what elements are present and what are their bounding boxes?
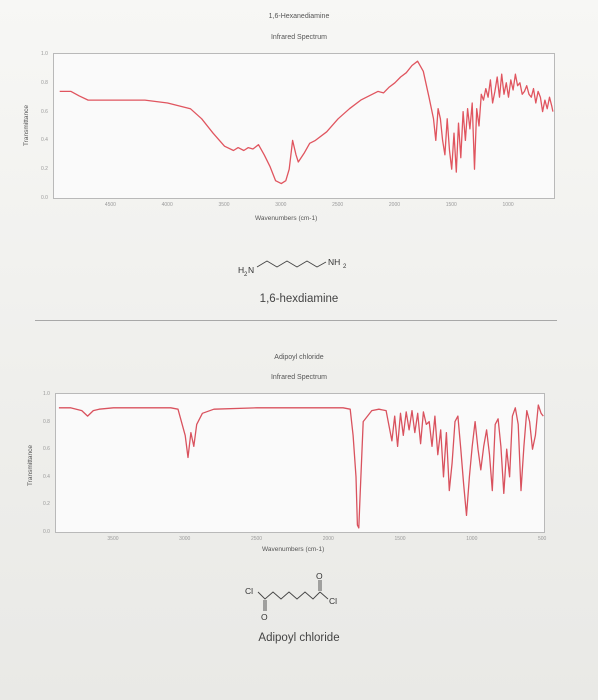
struct-h-label: H bbox=[238, 265, 244, 275]
struct-nh2-subscript: 2 bbox=[343, 264, 347, 270]
struct-cl-right: Cl bbox=[329, 596, 337, 606]
spectrum-line-1-0 bbox=[58, 404, 544, 529]
struct-o-right: O bbox=[316, 571, 323, 581]
x-tick-label: 1500 bbox=[394, 536, 406, 542]
x-tick-label: 4000 bbox=[161, 202, 173, 208]
top-chart-title: 1,6-Hexanediamine bbox=[268, 13, 330, 20]
struct-h2-subscript: 2 bbox=[244, 272, 248, 278]
y-tick-label: 0.0 bbox=[41, 195, 48, 201]
bottom-y-axis-label: Transmittance bbox=[26, 445, 34, 486]
spectrum-line-0-0 bbox=[59, 60, 554, 185]
struct-nh-label: NH bbox=[328, 257, 340, 267]
top-compound-name: 1,6-hexdiamine bbox=[259, 293, 339, 305]
top-spectrum-svg bbox=[59, 60, 554, 185]
struct-n-label: N bbox=[248, 265, 254, 275]
top-x-axis-label: Wavenumbers (cm-1) bbox=[255, 215, 318, 222]
y-tick-label: 0.2 bbox=[43, 501, 50, 508]
x-tick-label: 3000 bbox=[275, 202, 287, 208]
y-tick-label: 0.6 bbox=[41, 108, 48, 115]
x-tick-label: 2000 bbox=[388, 202, 401, 208]
section-divider bbox=[35, 320, 557, 321]
x-tick-label: 3500 bbox=[107, 536, 119, 542]
y-tick-label: 1.0 bbox=[43, 391, 50, 397]
bottom-chart-subtitle: Infrared Spectrum bbox=[270, 374, 328, 381]
y-tick-label: 0.4 bbox=[41, 137, 48, 144]
bottom-chart-title: Adipoyl chloride bbox=[274, 354, 324, 361]
x-tick-label: 500 bbox=[538, 536, 547, 542]
x-tick-label: 4500 bbox=[104, 202, 116, 208]
x-tick-label: 2500 bbox=[250, 536, 263, 542]
x-tick-label: 3000 bbox=[179, 536, 191, 542]
y-tick-label: 0.6 bbox=[43, 446, 50, 453]
y-tick-label: 0.0 bbox=[43, 529, 50, 535]
bottom-compound-name: Adipoyl chloride bbox=[258, 632, 340, 644]
bottom-x-axis-label: Wavenumbers (cm-1) bbox=[262, 546, 325, 553]
right-c-cl-bond bbox=[319, 591, 329, 600]
y-tick-label: 0.4 bbox=[43, 473, 50, 480]
y-tick-label: 1.0 bbox=[41, 51, 48, 57]
y-tick-label: 0.8 bbox=[43, 418, 50, 425]
x-tick-label: 3500 bbox=[218, 202, 230, 208]
x-tick-label: 1000 bbox=[502, 202, 514, 208]
bottom-spectrum-svg bbox=[58, 404, 544, 529]
hexane-chain-bonds bbox=[256, 260, 327, 268]
bottom-plot-area bbox=[55, 393, 545, 533]
adipoyl-chloride-structure: Cl O O Cl bbox=[245, 571, 337, 622]
hexanediamine-structure: H 2 N NH 2 bbox=[238, 257, 347, 278]
top-chart-subtitle: Infrared Spectrum bbox=[270, 34, 328, 41]
top-y-axis-label: Transmittance bbox=[22, 105, 30, 146]
x-tick-label: 2000 bbox=[322, 536, 334, 542]
struct-o-left: O bbox=[261, 612, 268, 622]
struct-cl-left: Cl bbox=[245, 586, 253, 596]
y-tick-label: 0.8 bbox=[41, 79, 48, 86]
adipoyl-chain-bonds bbox=[257, 591, 321, 600]
x-tick-label: 1500 bbox=[445, 202, 457, 208]
x-tick-label: 2500 bbox=[332, 202, 344, 208]
y-tick-label: 0.2 bbox=[41, 166, 48, 173]
top-plot-area bbox=[53, 53, 555, 199]
x-tick-label: 1000 bbox=[466, 536, 478, 542]
